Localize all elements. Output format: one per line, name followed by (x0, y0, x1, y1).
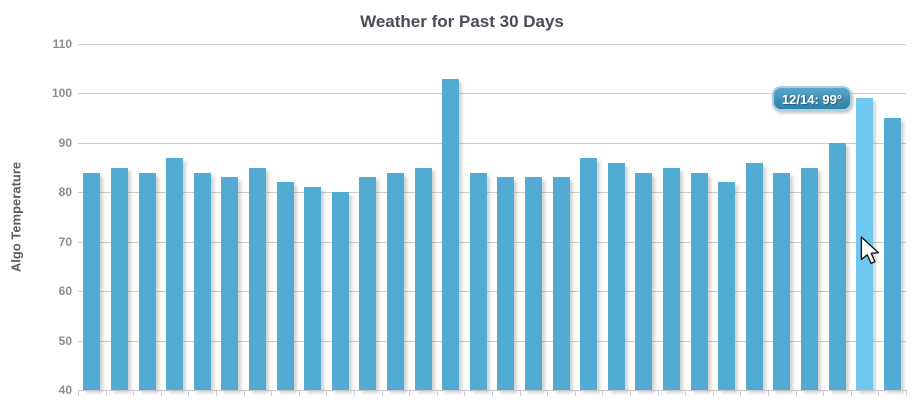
bar[interactable] (166, 158, 183, 390)
x-tick (713, 391, 714, 396)
x-tick (299, 391, 300, 396)
x-tick (658, 391, 659, 396)
bar[interactable] (884, 118, 901, 390)
y-tick-label-50: 50 (58, 334, 72, 348)
bar[interactable] (83, 173, 100, 390)
gridline-50 (78, 341, 906, 342)
bar[interactable] (691, 173, 708, 390)
bar[interactable] (387, 173, 404, 390)
bar[interactable] (470, 173, 487, 390)
bar[interactable] (304, 187, 321, 390)
x-tick (271, 391, 272, 396)
tooltip-label: 12/14: 99° (781, 92, 843, 107)
x-tick (354, 391, 355, 396)
x-tick (796, 391, 797, 396)
x-tick (906, 391, 907, 396)
bar[interactable] (608, 163, 625, 390)
y-tick-label-100: 100 (51, 86, 72, 100)
x-tick (216, 391, 217, 396)
gridline-100 (78, 93, 906, 94)
x-tick (520, 391, 521, 396)
x-tick (244, 391, 245, 396)
x-tick (823, 391, 824, 396)
bar[interactable] (359, 177, 376, 390)
gridline-110 (78, 44, 906, 45)
y-tick-label-60: 60 (58, 284, 72, 298)
bar[interactable] (525, 177, 542, 390)
bar[interactable] (635, 173, 652, 390)
x-tick (326, 391, 327, 396)
x-tick (547, 391, 548, 396)
gridline-60 (78, 291, 906, 292)
x-tick (78, 391, 79, 396)
y-tick-label-40: 40 (58, 383, 72, 397)
x-tick (602, 391, 603, 396)
bar[interactable] (718, 182, 735, 390)
bar[interactable] (773, 173, 790, 390)
y-tick-label-70: 70 (58, 235, 72, 249)
bar[interactable] (442, 79, 459, 390)
bar[interactable] (111, 168, 128, 390)
x-tick (685, 391, 686, 396)
x-tick (188, 391, 189, 396)
x-tick (133, 391, 134, 396)
y-tick-label-90: 90 (58, 136, 72, 150)
bar[interactable] (221, 177, 238, 390)
plot-area (78, 44, 906, 391)
x-tick (851, 391, 852, 396)
chart-title: Weather for Past 30 Days (360, 12, 564, 31)
bar[interactable] (194, 173, 211, 390)
x-tick (492, 391, 493, 396)
bar[interactable] (415, 168, 432, 390)
bar[interactable] (829, 143, 846, 390)
x-tick (768, 391, 769, 396)
bar[interactable] (332, 192, 349, 390)
bar[interactable] (277, 182, 294, 390)
x-tick (878, 391, 879, 396)
x-tick (106, 391, 107, 396)
bar[interactable] (801, 168, 818, 390)
y-tick-label-80: 80 (58, 185, 72, 199)
bar-highlighted[interactable] (856, 98, 873, 390)
bar[interactable] (249, 168, 266, 390)
x-axis-line (78, 390, 907, 391)
x-tick (575, 391, 576, 396)
x-tick (382, 391, 383, 396)
y-axis-title: Algo Temperature (8, 161, 24, 273)
bar[interactable] (139, 173, 156, 390)
x-tick (740, 391, 741, 396)
bar[interactable] (663, 168, 680, 390)
x-tick (437, 391, 438, 396)
bar[interactable] (553, 177, 570, 390)
gridline-90 (78, 143, 906, 144)
bar[interactable] (580, 158, 597, 390)
bar[interactable] (746, 163, 763, 390)
x-tick (464, 391, 465, 396)
x-tick (630, 391, 631, 396)
y-tick-label-110: 110 (52, 37, 72, 51)
gridline-80 (78, 192, 906, 193)
x-tick (161, 391, 162, 396)
x-tick (409, 391, 410, 396)
bar[interactable] (497, 177, 514, 390)
tooltip: 12/14: 99° (772, 86, 852, 111)
gridline-70 (78, 242, 906, 243)
